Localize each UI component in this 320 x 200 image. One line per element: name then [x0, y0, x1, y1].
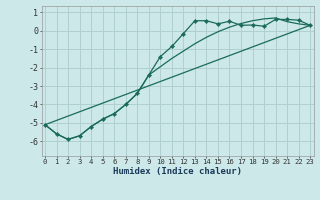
X-axis label: Humidex (Indice chaleur): Humidex (Indice chaleur)	[113, 167, 242, 176]
